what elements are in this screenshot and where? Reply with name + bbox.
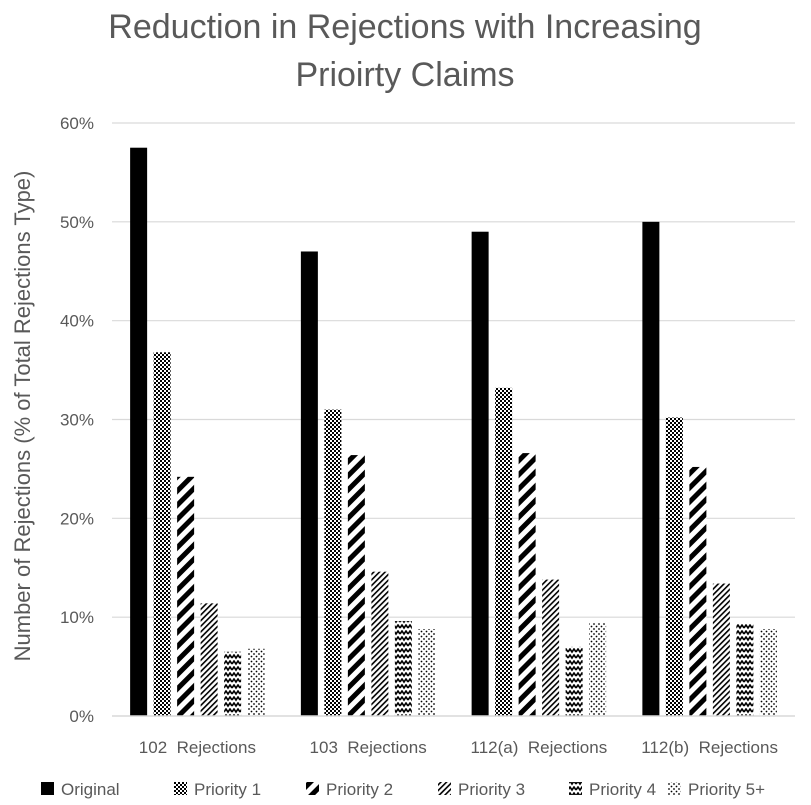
bar-priority-4-1: [224, 651, 242, 716]
bar-priority-3-2: [371, 571, 389, 716]
bar-priority-5--3: [589, 623, 607, 716]
bar-priority-1-3: [495, 387, 513, 716]
legend-label: Priority 3: [458, 780, 525, 799]
bar-original-1: [130, 147, 148, 717]
bar-original-3: [471, 231, 489, 716]
bar-priority-2-3: [518, 453, 536, 716]
legend-swatch: [306, 782, 319, 795]
y-tick-label: 40%: [60, 312, 94, 331]
bar-priority-1-4: [665, 417, 683, 716]
bar-priority-4-2: [394, 621, 412, 716]
y-tick-label: 0%: [69, 707, 94, 726]
bar-priority-4-3: [565, 646, 583, 716]
bar-priority-5--1: [247, 648, 265, 716]
bar-priority-3-3: [542, 579, 560, 716]
bar-priority-5--4: [759, 629, 777, 716]
bar-original-4: [642, 221, 660, 717]
bar-series: [130, 147, 777, 717]
bar-priority-4-4: [736, 624, 754, 716]
bar-original-2: [300, 251, 318, 716]
bar-priority-1-1: [153, 352, 171, 716]
legend-label: Original: [61, 780, 120, 799]
chart-title-line-2: Prioirty Claims: [295, 56, 514, 94]
legend-swatch: [668, 782, 681, 795]
legend-label: Priority 2: [326, 780, 393, 799]
x-category-label: 112(b) Rejections: [641, 738, 778, 757]
legend-swatch: [174, 782, 187, 795]
bar-priority-2-1: [177, 476, 195, 716]
category-labels: 102 Rejections 103 Rejections 112(a) Rejec…: [139, 738, 778, 757]
legend: Original Priority 1 Priority 2 Priority 3 Pr…: [41, 780, 765, 799]
y-tick-label: 50%: [60, 213, 94, 232]
bar-priority-1-2: [324, 409, 342, 716]
bar-priority-3-4: [712, 583, 730, 716]
y-tick-label: 30%: [60, 411, 94, 430]
x-category-label: 112(a) Rejections: [471, 738, 608, 757]
legend-label: Priority 4: [589, 780, 656, 799]
bar-priority-5--2: [418, 629, 436, 716]
y-axis-label: Number of Rejections (% of Total Rejecti…: [10, 171, 35, 662]
legend-swatch: [438, 782, 451, 795]
chart-title-line-1: Reduction in Rejections with Increasing: [108, 8, 701, 46]
y-tick-label: 20%: [60, 509, 94, 528]
x-category-label: 103 Rejections: [310, 738, 427, 757]
bar-priority-2-2: [347, 455, 365, 716]
y-tick-label: 60%: [60, 114, 94, 133]
legend-swatch: [569, 782, 582, 795]
legend-swatch: [41, 782, 54, 795]
y-tick-labels: 0% 10% 20% 30% 40% 50% 60%: [60, 114, 94, 726]
legend-label: Priority 5+: [688, 780, 765, 799]
y-tick-label: 10%: [60, 608, 94, 627]
x-category-label: 102 Rejections: [139, 738, 256, 757]
bar-priority-3-1: [200, 603, 218, 716]
bar-priority-2-4: [689, 466, 707, 716]
legend-label: Priority 1: [194, 780, 261, 799]
